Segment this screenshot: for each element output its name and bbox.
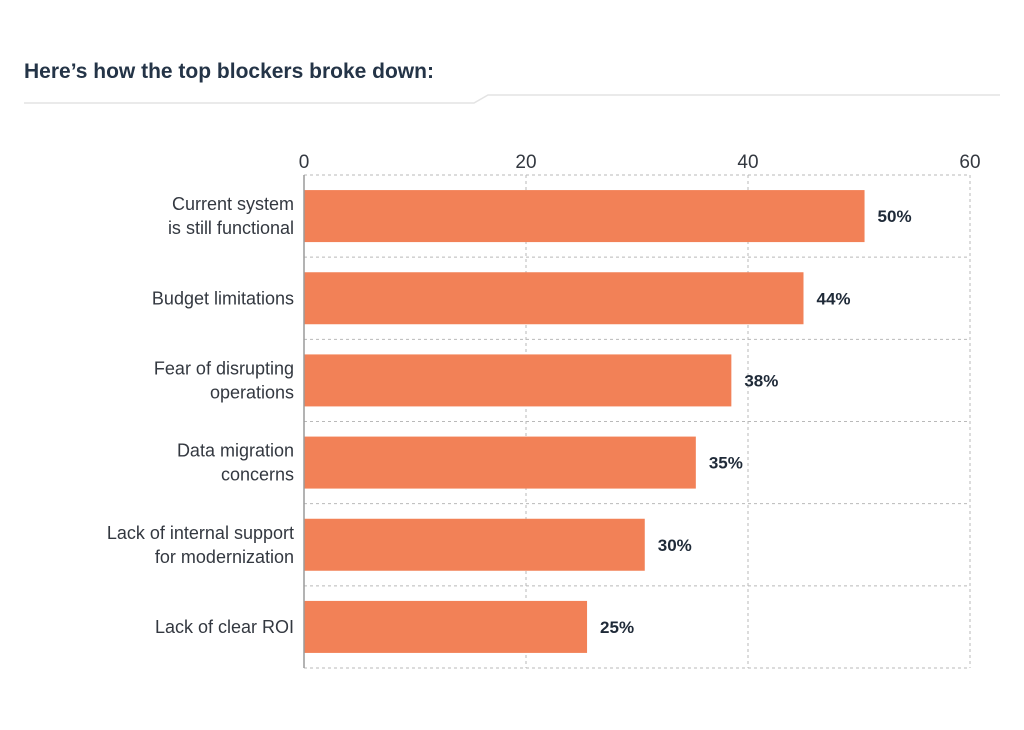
bar-5 bbox=[304, 600, 588, 653]
tick-label-20: 20 bbox=[515, 152, 536, 173]
grid-lines bbox=[304, 174, 971, 669]
bar-3 bbox=[304, 436, 696, 489]
data-label-4: 30% bbox=[658, 536, 692, 555]
data-label-5: 25% bbox=[600, 618, 634, 637]
category-label-4: Lack of internal support for modernizatio… bbox=[107, 523, 294, 567]
bar-2 bbox=[304, 354, 732, 407]
bar-4 bbox=[304, 518, 645, 571]
category-label-0: Current system is still functional bbox=[168, 194, 294, 238]
category-label-3: Data migration concerns bbox=[177, 441, 294, 485]
bar-0 bbox=[304, 190, 865, 243]
data-label-3: 35% bbox=[709, 454, 743, 473]
category-label-1: Budget limitations bbox=[152, 288, 294, 308]
labels: 50% 44% 38% 35% 30% 25% 0 20 40 60 Current system i… bbox=[107, 152, 981, 637]
data-label-0: 50% bbox=[878, 207, 912, 226]
heading-divider bbox=[24, 94, 1000, 104]
tick-label-0: 0 bbox=[299, 152, 310, 173]
data-label-1: 44% bbox=[817, 289, 851, 308]
tick-label-60: 60 bbox=[959, 152, 980, 173]
category-label-5: Lack of clear ROI bbox=[155, 617, 294, 637]
chart-heading: Here’s how the top blockers broke down: bbox=[24, 60, 434, 83]
bars bbox=[304, 190, 865, 653]
data-label-2: 38% bbox=[744, 371, 778, 390]
category-label-2: Fear of disrupting operations bbox=[154, 358, 294, 402]
bar-1 bbox=[304, 272, 804, 325]
tick-label-40: 40 bbox=[737, 152, 758, 173]
